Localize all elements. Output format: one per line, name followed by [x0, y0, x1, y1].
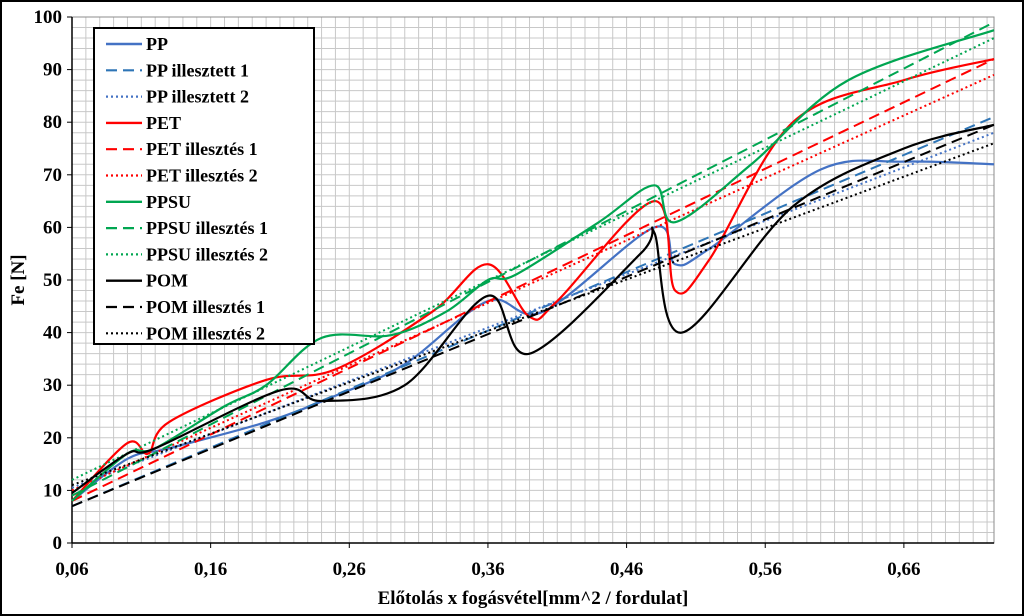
y-tick-label: 50: [43, 270, 62, 291]
series-lines: [71, 21, 995, 508]
legend-label: PP: [146, 34, 168, 54]
y-tick-label: 80: [43, 112, 62, 133]
legend-label: PET illesztés 2: [146, 166, 258, 186]
y-axis-title: Fe [N]: [8, 254, 29, 305]
y-tick-label: 40: [43, 323, 62, 344]
x-tick-label: 0,66: [887, 559, 920, 580]
series-line-ppsu-illeszt-s-2: [71, 37, 995, 481]
series-line-pom-illeszt-s-1: [71, 123, 995, 508]
legend-label: POM illesztés 1: [146, 297, 265, 317]
legend-label: PPSU illesztés 1: [146, 218, 268, 238]
legend-label: POM illesztés 2: [146, 323, 265, 343]
legend-label: PPSU: [146, 192, 191, 212]
y-tick-label: 10: [43, 480, 62, 501]
x-tick-label: 0,36: [471, 559, 504, 580]
legend-box: [93, 27, 315, 345]
y-tick-label: 60: [43, 217, 62, 238]
series-line-pom-illeszt-s-2: [71, 142, 995, 487]
legend-label: PET: [146, 113, 181, 133]
x-axis-title: Előtolás x fogásvétel[mm^2 / fordulat]: [378, 588, 689, 609]
legend-label: PPSU illesztés 2: [146, 244, 268, 264]
y-tick-label: 30: [43, 375, 62, 396]
y-tick-label: 100: [34, 7, 63, 28]
legend-label: PP illesztett 2: [146, 87, 249, 107]
series-line-pet-illeszt-s-2: [71, 73, 995, 492]
x-tick-label: 0,56: [749, 559, 782, 580]
x-tick-label: 0,16: [194, 559, 227, 580]
axes: 0 10 20 30 40 50 60 70 80 90 100 0,06 0,16 0,26 0,36 0,…: [34, 7, 995, 580]
legend-label: PET illesztés 1: [146, 139, 258, 159]
x-tick-label: 0,46: [610, 559, 643, 580]
y-tick-label: 0: [53, 533, 63, 554]
y-tick-label: 70: [43, 165, 62, 186]
series-line-pom: [71, 123, 995, 494]
x-tick-label: 0,06: [55, 559, 88, 580]
y-tick-label: 90: [43, 60, 62, 81]
legend-label: PP illesztett 1: [146, 60, 249, 80]
series-line-pet-illeszt-s-1: [71, 58, 995, 502]
y-tick-label: 20: [43, 428, 62, 449]
legend: PP PP illesztett 1 PP illesztett 2 PET PET i…: [93, 27, 315, 345]
x-tick-label: 0,26: [333, 559, 366, 580]
legend-label: POM: [146, 271, 188, 291]
series-line-pp-illesztett-1: [71, 116, 995, 508]
